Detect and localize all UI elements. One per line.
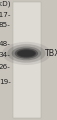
Ellipse shape (17, 50, 34, 57)
Ellipse shape (11, 46, 40, 60)
Text: 26-: 26- (0, 64, 11, 70)
Text: 48-: 48- (0, 41, 11, 47)
Bar (13, 2, 40, 118)
Text: 117-: 117- (0, 12, 11, 18)
Text: TBX1: TBX1 (43, 49, 57, 58)
Text: 34-: 34- (0, 52, 11, 58)
Ellipse shape (14, 48, 38, 59)
Text: 85-: 85- (0, 22, 11, 28)
Ellipse shape (2, 42, 50, 65)
Text: (kD): (kD) (0, 1, 11, 7)
Ellipse shape (16, 49, 36, 57)
Ellipse shape (7, 44, 45, 63)
Text: 19-: 19- (0, 79, 11, 85)
